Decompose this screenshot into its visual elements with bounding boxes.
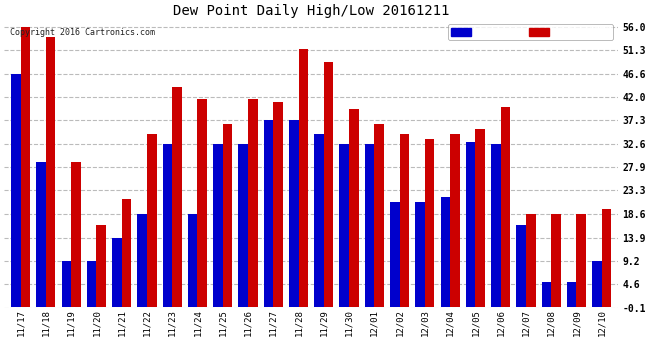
Bar	[541, 282, 551, 307]
Bar	[526, 214, 536, 307]
Bar	[213, 144, 223, 307]
Bar	[415, 202, 425, 307]
Bar	[298, 49, 308, 307]
Legend: Low  (°F), High  (°F): Low (°F), High (°F)	[448, 24, 614, 40]
Bar	[36, 162, 46, 307]
Bar	[62, 261, 71, 307]
Bar	[365, 144, 374, 307]
Text: Copyright 2016 Cartronics.com: Copyright 2016 Cartronics.com	[10, 28, 155, 37]
Bar	[441, 197, 450, 307]
Bar	[551, 214, 561, 307]
Bar	[147, 134, 157, 307]
Bar	[289, 120, 298, 307]
Bar	[314, 134, 324, 307]
Bar	[223, 124, 232, 307]
Bar	[466, 142, 475, 307]
Bar	[198, 99, 207, 307]
Bar	[450, 134, 460, 307]
Bar	[96, 224, 106, 307]
Bar	[500, 107, 510, 307]
Bar	[71, 162, 81, 307]
Bar	[516, 224, 526, 307]
Bar	[21, 27, 30, 307]
Bar	[390, 202, 400, 307]
Bar	[349, 109, 359, 307]
Bar	[475, 130, 485, 307]
Bar	[324, 62, 333, 307]
Bar	[577, 214, 586, 307]
Bar	[112, 238, 122, 307]
Title: Dew Point Daily High/Low 20161211: Dew Point Daily High/Low 20161211	[173, 4, 449, 18]
Bar	[425, 139, 434, 307]
Bar	[567, 282, 577, 307]
Bar	[264, 120, 273, 307]
Bar	[239, 144, 248, 307]
Bar	[491, 144, 500, 307]
Bar	[248, 99, 257, 307]
Bar	[122, 200, 131, 307]
Bar	[188, 214, 198, 307]
Bar	[172, 87, 182, 307]
Bar	[46, 37, 55, 307]
Bar	[273, 102, 283, 307]
Bar	[602, 209, 612, 307]
Bar	[339, 144, 349, 307]
Bar	[400, 134, 410, 307]
Bar	[162, 144, 172, 307]
Bar	[137, 214, 147, 307]
Bar	[374, 124, 384, 307]
Bar	[592, 261, 602, 307]
Bar	[87, 261, 96, 307]
Bar	[11, 74, 21, 307]
